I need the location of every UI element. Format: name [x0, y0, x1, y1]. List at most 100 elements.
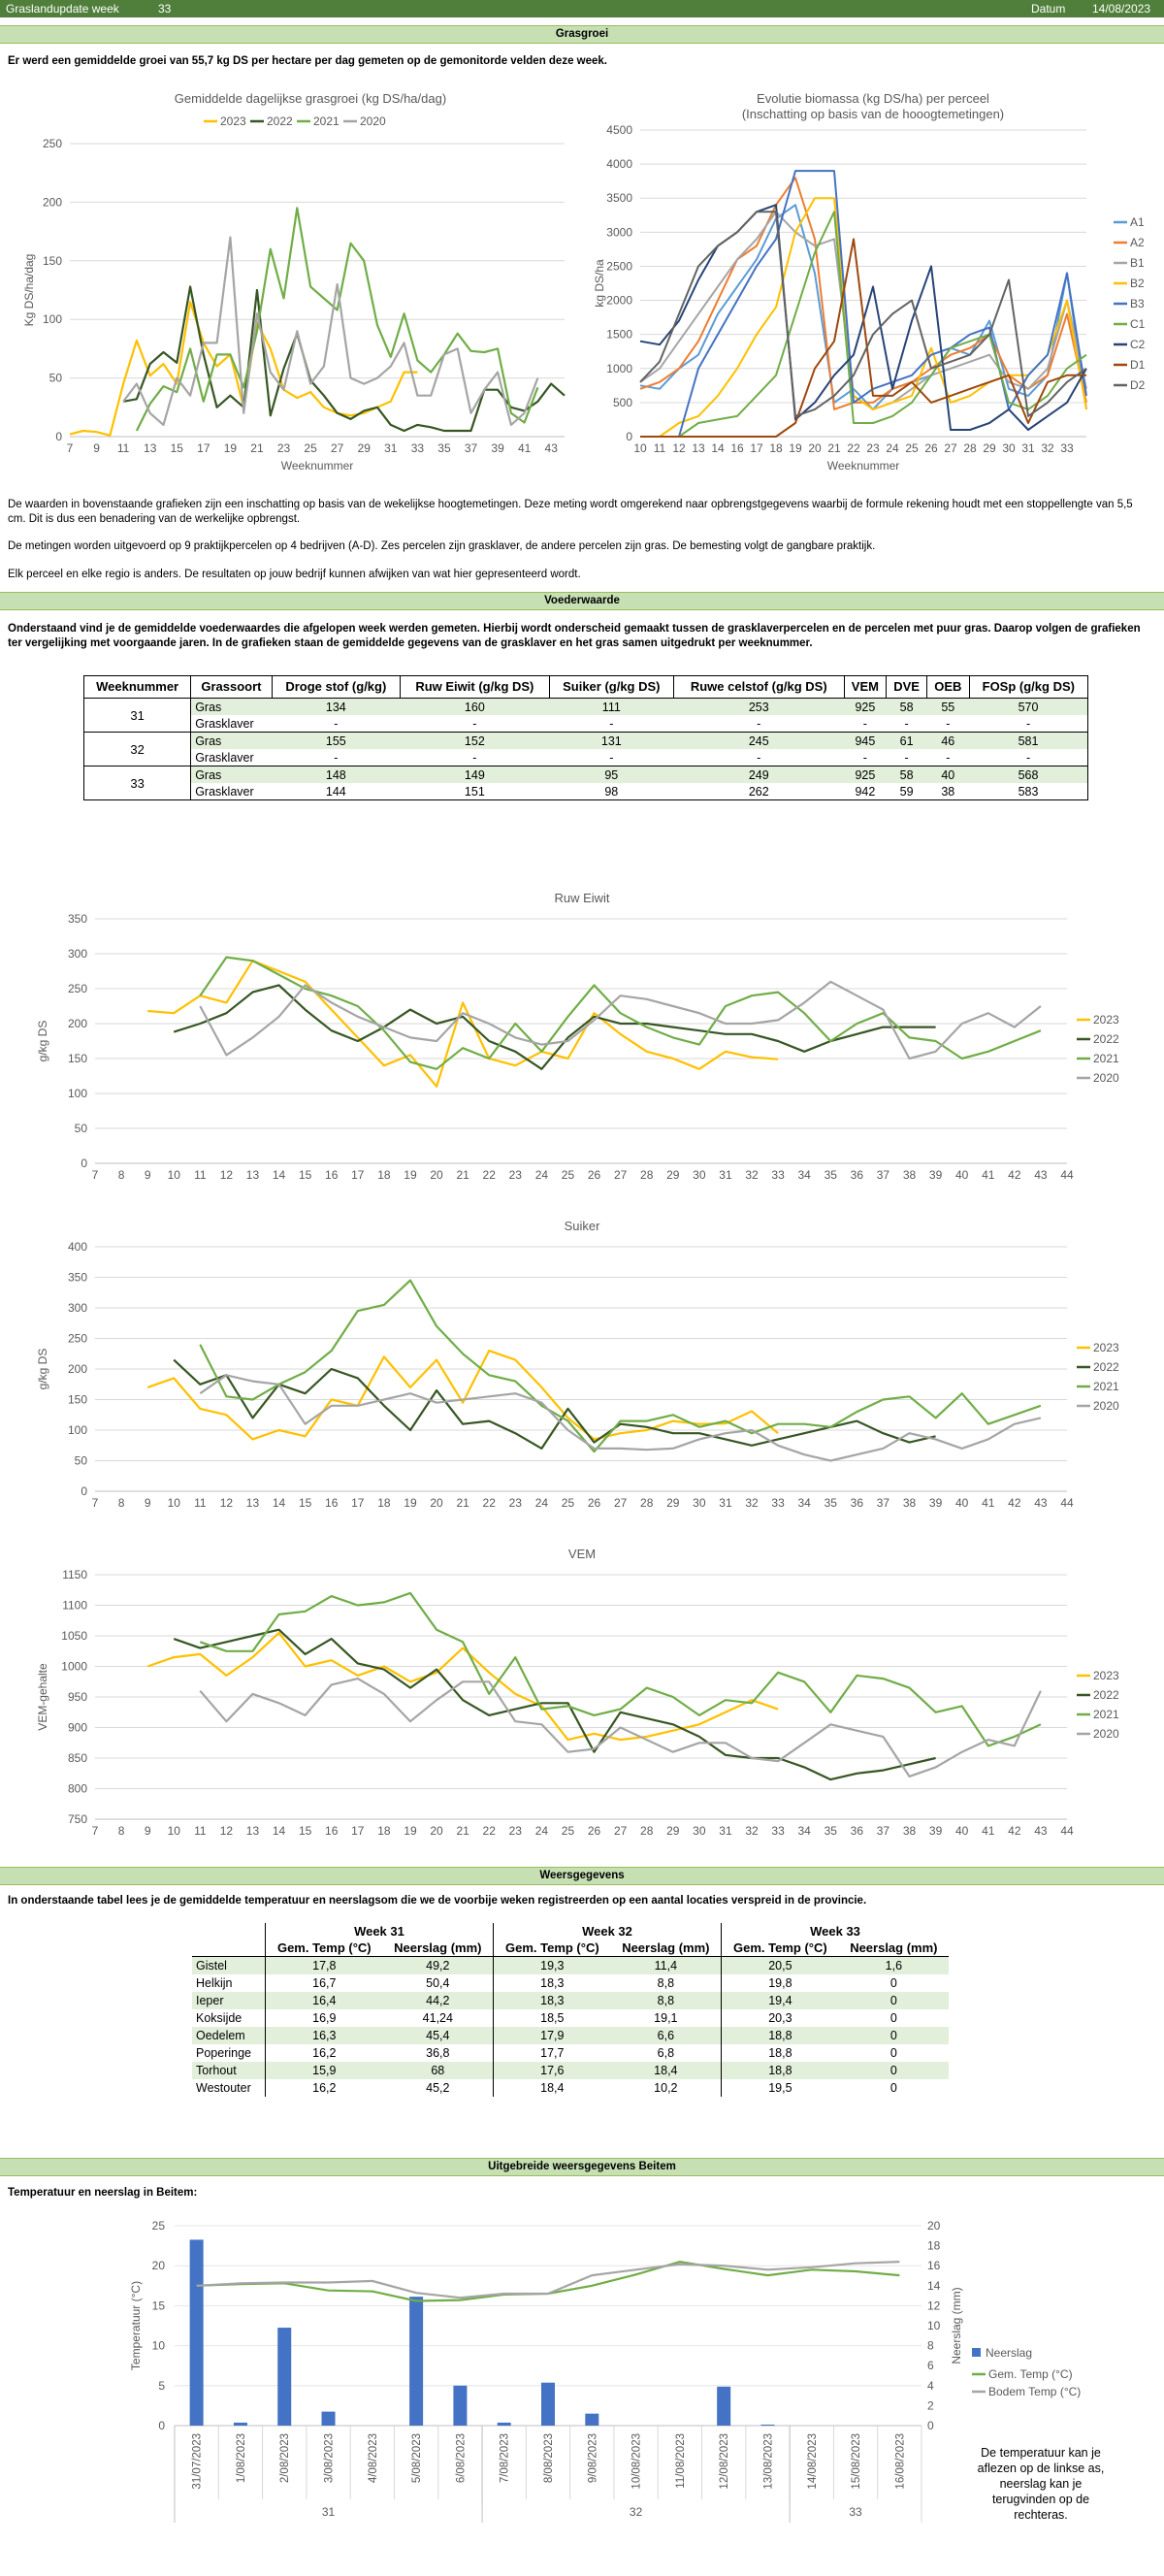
- x-tick-label: 42: [1008, 1168, 1021, 1182]
- weather-value: 0: [889, 2046, 897, 2060]
- feed-value-cell: 245: [673, 732, 845, 749]
- feed-grass-type: Grasklaver: [190, 783, 273, 800]
- weather-value: 18,8: [721, 2044, 839, 2062]
- growth-chart: Gemiddelde dagelijkse grasgroei (kg DS/h…: [22, 91, 566, 473]
- beitem-intro: Temperatuur en neerslag in Beitem:: [8, 2187, 198, 2199]
- feed-value-cell: -: [904, 750, 909, 765]
- y-left-tick-label: 10: [152, 2339, 166, 2353]
- x-date-label: 4/08/2023: [368, 2433, 379, 2483]
- weather-value: 18,5: [492, 2009, 611, 2027]
- x-date-label: 10/08/2023: [631, 2433, 643, 2490]
- precipitation-bar: [277, 2328, 292, 2426]
- x-tick-label: 19: [404, 1496, 417, 1510]
- legend-label: 2021: [1093, 1052, 1119, 1065]
- x-tick-label: 16: [325, 1824, 339, 1838]
- x-tick-label: 20: [430, 1496, 443, 1510]
- x-date-label: 1/08/2023: [236, 2433, 247, 2483]
- y-tick-label: 800: [68, 1782, 87, 1796]
- x-tick-label: 33: [1060, 441, 1074, 455]
- feed-value-cell: 583: [969, 783, 1089, 800]
- beitem-weather-chart: 0 5 10 15 20 25 0 2 4 6 8 10 12 14 16 18 20 Temperatuur (…: [129, 2219, 1081, 2523]
- x-tick-label: 25: [562, 1824, 575, 1838]
- week-group-label: 32: [630, 2505, 643, 2519]
- x-tick-label: 24: [535, 1168, 549, 1182]
- feed-grass-type: Gras: [190, 698, 273, 715]
- weather-value: 18,4: [492, 2079, 611, 2097]
- weather-value: 45,2: [426, 2081, 450, 2095]
- y-axis-label: g/kg DS: [36, 1021, 49, 1062]
- x-tick-label: 28: [640, 1824, 654, 1838]
- weather-location: Torhout: [192, 2062, 266, 2079]
- y-right-axis-label: Neerslag (mm): [950, 2287, 963, 2364]
- x-tick-label: 9: [93, 441, 100, 455]
- feed-value-cell: 262: [673, 783, 845, 800]
- feed-header-cell: Grassoort: [190, 675, 273, 699]
- y-tick-label: 350: [68, 912, 87, 926]
- x-tick-label: 29: [666, 1496, 680, 1510]
- x-tick-label: 26: [588, 1168, 601, 1182]
- feed-value-cell: 945: [844, 732, 887, 749]
- x-tick-label: 26: [924, 441, 938, 455]
- legend-label: B2: [1130, 277, 1145, 290]
- weather-value: 17,8: [264, 1956, 383, 1974]
- x-tick-label: 44: [1060, 1824, 1074, 1838]
- x-date-label: 14/08/2023: [807, 2433, 819, 2490]
- x-tick-label: 25: [562, 1168, 575, 1182]
- y-right-tick-label: 10: [927, 2319, 941, 2332]
- feed-grass-type: Gras: [190, 766, 273, 783]
- x-tick-label: 27: [944, 441, 957, 455]
- weather-value: 0: [889, 2011, 897, 2025]
- ruw-eiwit-chart: Ruw Eiwit 0 50 100 150 200 250 300 350 7 8 9 10 11 12 1…: [36, 891, 1119, 1182]
- x-tick-label: 29: [983, 441, 996, 455]
- legend-label: 2023: [1093, 1341, 1119, 1354]
- y-tick-label: 150: [68, 1052, 87, 1065]
- header-date-label: Datum: [1031, 2, 1066, 16]
- y-tick-label: 3500: [606, 191, 632, 205]
- feed-week-cell: 33: [82, 766, 192, 800]
- x-tick-label: 11: [654, 441, 666, 455]
- weather-location: Ieper: [192, 1992, 266, 2009]
- weather-value: 45,4: [382, 2027, 494, 2044]
- y-right-tick-label: 20: [927, 2219, 941, 2233]
- feed-value-cell: 131: [549, 732, 674, 749]
- legend-label: C1: [1130, 317, 1146, 331]
- growth-paragraph-1: De waarden in bovenstaande grafieken zij…: [8, 499, 1133, 525]
- weather-row: Poperinge 16,2 36,8 17,7 6,8 18,8 0: [192, 2044, 949, 2062]
- y-tick-label: 100: [68, 1087, 87, 1100]
- y-left-axis-label: Temperatuur (°C): [129, 2281, 143, 2370]
- x-tick-label: 39: [929, 1824, 943, 1838]
- weather-value: 18,8: [721, 2027, 839, 2044]
- y-tick-label: 1500: [606, 328, 632, 342]
- series-line-2020: [199, 1678, 1042, 1777]
- temperature-line: [196, 2261, 900, 2299]
- x-tick-label: 31: [384, 441, 398, 455]
- x-tick-label: 25: [304, 441, 317, 455]
- series-line-2021: [135, 207, 539, 432]
- weather-row: Torhout 15,9 68 17,6 18,4 18,8 0: [192, 2062, 949, 2079]
- feed-value-cell: 38: [926, 783, 970, 800]
- legend-label: D1: [1130, 358, 1146, 372]
- x-tick-label: 13: [246, 1168, 260, 1182]
- series-line-2021: [199, 1591, 1042, 1747]
- x-tick-label: 10: [168, 1168, 181, 1182]
- legend-label: 2022: [1093, 1032, 1119, 1046]
- y-axis-label: Kg DS/ha/dag: [22, 254, 36, 327]
- series-line-2023: [146, 1350, 779, 1441]
- x-tick-label: 32: [745, 1496, 759, 1510]
- weather-value: 0: [838, 1992, 949, 2009]
- y-left-tick-label: 25: [152, 2219, 166, 2233]
- x-date-label: 9/08/2023: [587, 2433, 598, 2483]
- x-tick-label: 9: [145, 1824, 151, 1838]
- x-tick-label: 28: [640, 1496, 654, 1510]
- growth-paragraph-2: De metingen worden uitgevoerd op 9 prakt…: [8, 540, 876, 552]
- weather-location: Westouter: [196, 2081, 251, 2095]
- feed-value-cell: -: [757, 750, 761, 765]
- x-tick-label: 24: [886, 441, 899, 455]
- x-tick-label: 20: [430, 1824, 443, 1838]
- y-tick-label: 0: [81, 1484, 87, 1498]
- feed-week-cell: 31: [82, 698, 192, 733]
- precipitation-bar: [321, 2411, 336, 2426]
- legend-label: A2: [1130, 236, 1145, 249]
- x-tick-label: 24: [535, 1496, 549, 1510]
- y-tick-label: 200: [68, 1017, 87, 1030]
